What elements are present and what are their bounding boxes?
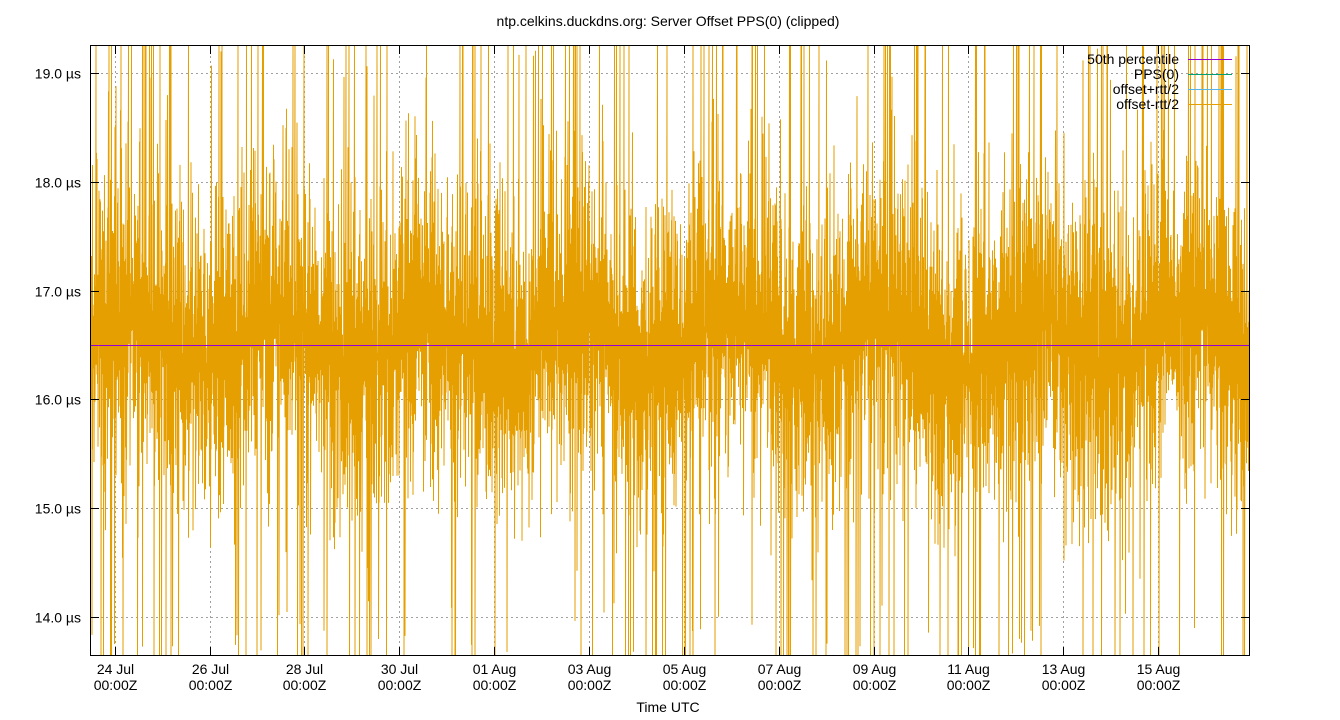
y-tick-label: 14.0 µs <box>35 610 81 626</box>
y-tick-label: 16.0 µs <box>35 392 81 408</box>
x-tick-label: 00:00Z <box>473 677 517 693</box>
y-tick-label: 19.0 µs <box>35 66 81 82</box>
x-tick-label: 11 Aug <box>947 661 990 677</box>
x-tick-label: 24 Jul <box>97 661 134 677</box>
x-tick-label: 00:00Z <box>568 677 612 693</box>
x-tick-label: 00:00Z <box>758 677 802 693</box>
plot-frame <box>90 45 1250 656</box>
x-tick-label: 00:00Z <box>378 677 422 693</box>
x-tick-label: 28 Jul <box>286 661 323 677</box>
x-tick-label: 00:00Z <box>94 677 138 693</box>
x-tick-label: 00:00Z <box>947 677 991 693</box>
x-tick-label: 00:00Z <box>189 677 233 693</box>
x-tick-label: 09 Aug <box>853 661 897 677</box>
x-tick-label: 15 Aug <box>1137 661 1181 677</box>
x-tick-label: 26 Jul <box>192 661 229 677</box>
x-tick-label: 00:00Z <box>853 677 897 693</box>
legend-label: offset+rtt/2 <box>1113 81 1179 97</box>
chart-title: ntp.celkins.duckdns.org: Server Offset P… <box>497 13 840 29</box>
legend-label: 50th percentile <box>1087 51 1179 67</box>
data-series <box>90 45 1250 656</box>
x-tick-label: 00:00Z <box>663 677 707 693</box>
x-tick-label: 00:00Z <box>283 677 327 693</box>
y-axis: 14.0 µs 15.0 µs 16.0 µs 17.0 µs 18.0 µs 19.0 … <box>35 66 1249 626</box>
x-tick-label: 13 Aug <box>1042 661 1086 677</box>
x-axis-label: Time UTC <box>636 699 699 715</box>
legend-label: offset-rtt/2 <box>1116 96 1179 112</box>
x-tick-label: 00:00Z <box>1042 677 1086 693</box>
y-tick-label: 18.0 µs <box>35 175 81 191</box>
x-tick-label: 03 Aug <box>568 661 612 677</box>
x-tick-label: 01 Aug <box>473 661 517 677</box>
x-tick-label: 05 Aug <box>663 661 707 677</box>
x-tick-label: 00:00Z <box>1137 677 1181 693</box>
series-line-offset-minus-rtt <box>90 45 1250 656</box>
y-tick-label: 17.0 µs <box>35 284 81 300</box>
x-tick-label: 07 Aug <box>758 661 802 677</box>
legend-label: PPS(0) <box>1134 66 1179 82</box>
x-tick-label: 30 Jul <box>381 661 418 677</box>
legend: 50th percentilePPS(0)offset+rtt/2offset-… <box>1087 51 1232 112</box>
y-tick-label: 15.0 µs <box>35 501 81 517</box>
